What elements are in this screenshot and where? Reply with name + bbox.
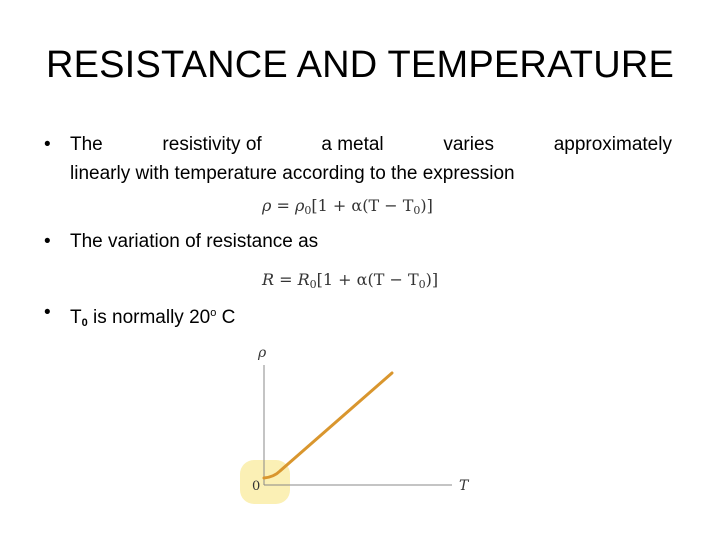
resistivity-equation: ρ = ρ0[1 + α(T − T0)] <box>262 196 433 217</box>
bullet-text: The variation of resistance as <box>70 231 319 252</box>
eq2-t-sub: 0 <box>418 278 426 291</box>
word-the: The <box>70 134 103 155</box>
eq2-coef-sub: 0 <box>309 278 317 291</box>
word-approximately: approximately <box>553 134 672 155</box>
middle-text: is normally 20 <box>87 307 211 328</box>
eq2-body: [1 + α(T − T <box>316 270 419 289</box>
eq1-coef: ρ <box>294 196 305 215</box>
eq1-t-sub: 0 <box>413 204 421 217</box>
word-resistivity-of: resistivity of <box>162 134 262 155</box>
eq1-coef-sub: 0 <box>304 204 312 217</box>
bullet-line-1: The resistivity of a metal varies approx… <box>70 131 672 159</box>
word-a-metal: a metal <box>321 134 384 155</box>
eq1-lhs: ρ <box>262 196 272 215</box>
slide-title: RESISTANCE AND TEMPERATURE <box>45 44 675 86</box>
resistivity-curve <box>262 371 394 480</box>
bullet-line-2: linearly with temperature according to t… <box>70 163 515 184</box>
eq2-lhs: R <box>262 270 275 289</box>
x-axis-label: T <box>459 478 470 494</box>
eq2-close: )] <box>425 270 439 289</box>
bullet-text: T0 is normally 20o C <box>70 299 235 337</box>
t-sub: 0 <box>81 317 88 329</box>
eq1-body: [1 + α(T − T <box>311 196 414 215</box>
word-varies: varies <box>443 134 495 155</box>
resistivity-temperature-graph: ρ T 0 <box>240 345 470 504</box>
origin-label: 0 <box>252 479 260 494</box>
origin-highlight <box>240 460 290 504</box>
bullet-marker: • <box>44 302 51 323</box>
eq1-equals: = <box>271 196 295 215</box>
unit-text: C <box>216 307 236 328</box>
degree-sup: o <box>210 307 217 319</box>
resistance-equation: R = R0[1 + α(T − T0)] <box>262 270 438 291</box>
eq1-close: )] <box>420 196 433 215</box>
t-symbol: T <box>70 307 82 328</box>
bullet-marker: • <box>44 231 51 252</box>
eq2-equals: = <box>274 270 298 289</box>
y-axis-label: ρ <box>257 345 267 361</box>
bullet-marker: • <box>44 134 51 155</box>
eq2-coef: R <box>297 270 310 289</box>
